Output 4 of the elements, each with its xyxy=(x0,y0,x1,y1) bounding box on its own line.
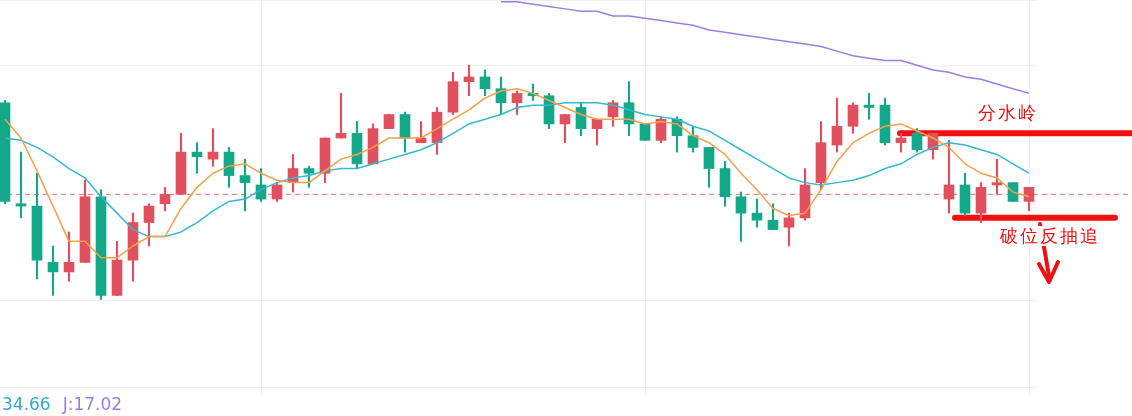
text: 34.66 xyxy=(2,394,51,414)
ref-line-label: 分水岭 xyxy=(978,102,1038,124)
text: J:17.02 xyxy=(62,394,123,414)
ref-line-label: 破位反抽追 xyxy=(1000,224,1100,246)
